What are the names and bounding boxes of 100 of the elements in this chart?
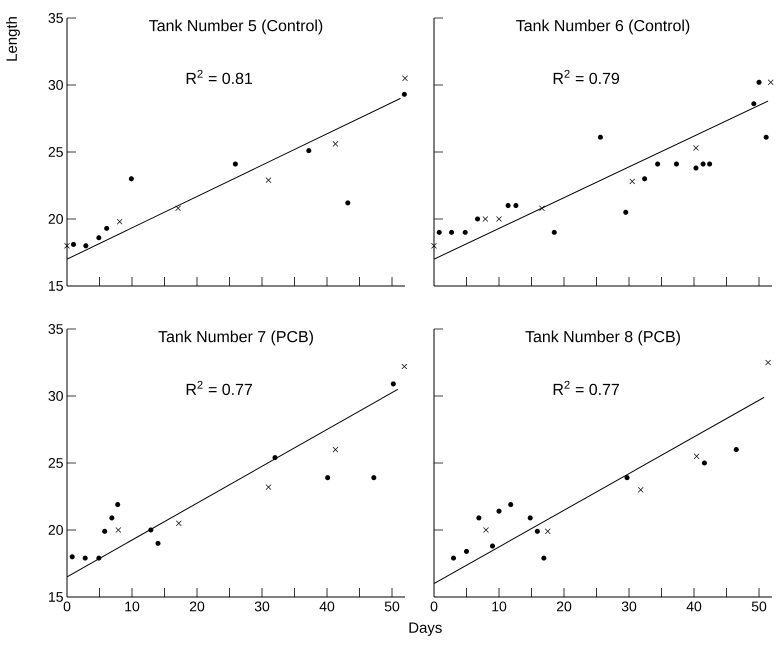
point (674, 162, 679, 167)
point (482, 216, 488, 222)
chart-title: Tank Number 8 (PCB) (525, 330, 680, 346)
x-tick-label: 50 (384, 601, 400, 612)
point (115, 502, 120, 508)
point (306, 148, 312, 154)
point (402, 75, 408, 82)
point (70, 554, 75, 560)
point (476, 515, 482, 520)
point (436, 230, 442, 235)
y-tick-label: 35 (48, 324, 63, 334)
chart-title: Tank Number 7 (PCB) (158, 330, 313, 346)
y-tick-label: 15 (49, 592, 63, 602)
point (402, 92, 407, 97)
point (544, 528, 551, 534)
point (528, 515, 533, 520)
point (534, 528, 540, 534)
point (266, 484, 272, 490)
point (765, 360, 771, 366)
point (401, 364, 408, 370)
x-tick-label: 30 (622, 601, 636, 612)
point (496, 508, 502, 514)
point (707, 162, 712, 167)
x-tick-label: 40 (686, 601, 702, 612)
point (655, 162, 660, 167)
chart-title: Tank Number 5 (Control) (149, 20, 322, 34)
point (82, 556, 88, 561)
point (552, 230, 557, 235)
x-tick-label: 10 (492, 601, 506, 612)
point (450, 556, 456, 561)
point (332, 446, 338, 452)
point (345, 200, 350, 206)
point (700, 162, 706, 167)
point (175, 205, 182, 212)
point (325, 475, 330, 480)
y-tick-label: 20 (48, 214, 63, 224)
point (449, 230, 454, 235)
annotation: R$^{2}$ = 0.81 (186, 70, 252, 84)
point (266, 177, 272, 184)
y-tick-label: 25 (48, 458, 63, 468)
x-tick-label: 50 (752, 601, 766, 612)
y-tick-label: 25 (48, 147, 63, 157)
point (83, 243, 88, 248)
x-tick-label: 0 (430, 601, 438, 612)
point (232, 162, 238, 167)
point (96, 235, 102, 240)
point (115, 527, 122, 533)
x-tick-label: 10 (125, 601, 140, 612)
y-tick-label: 35 (48, 13, 63, 23)
point (642, 176, 648, 182)
point (109, 515, 114, 520)
point (104, 226, 110, 231)
point (751, 101, 756, 106)
point (693, 145, 699, 151)
point (624, 475, 630, 480)
y-tick-label: 20 (48, 525, 63, 535)
point (756, 80, 762, 85)
point (483, 527, 489, 533)
x-tick-label: 20 (190, 601, 204, 612)
point (734, 447, 739, 452)
point (623, 210, 628, 215)
y-tick-label: 15 (49, 281, 63, 291)
point (496, 216, 502, 222)
point (694, 453, 700, 460)
point (693, 166, 698, 171)
point (638, 486, 644, 493)
point (629, 178, 636, 184)
point (390, 381, 396, 386)
point (490, 544, 496, 549)
point (155, 540, 161, 546)
point (431, 242, 437, 249)
point (508, 502, 514, 508)
y-tick-label: 30 (48, 80, 63, 90)
x-tick-label: 20 (556, 601, 572, 612)
point (541, 556, 546, 561)
y-axis-title: Length (6, 17, 20, 61)
point (464, 548, 470, 554)
point (96, 556, 102, 561)
point (176, 520, 182, 526)
point (70, 242, 76, 247)
annotation: R$^{2}$ = 0.77 (554, 380, 619, 396)
point (148, 527, 154, 533)
x-tick-label: 0 (64, 601, 70, 612)
annotation: R$^{2}$ = 0.79 (554, 70, 620, 84)
point (598, 134, 603, 140)
x-axis-title: Days (409, 622, 442, 636)
x-tick-label: 30 (254, 601, 270, 612)
point (102, 528, 108, 534)
point (513, 203, 518, 208)
point (116, 218, 123, 225)
point (64, 242, 70, 249)
point (272, 455, 278, 460)
y-tick-label: 30 (48, 391, 63, 401)
point (768, 79, 774, 86)
point (332, 141, 338, 147)
point (462, 230, 468, 235)
chart-title: Tank Number 6 (Control) (516, 20, 690, 34)
point (128, 176, 134, 182)
point (539, 205, 545, 212)
point (506, 203, 511, 208)
